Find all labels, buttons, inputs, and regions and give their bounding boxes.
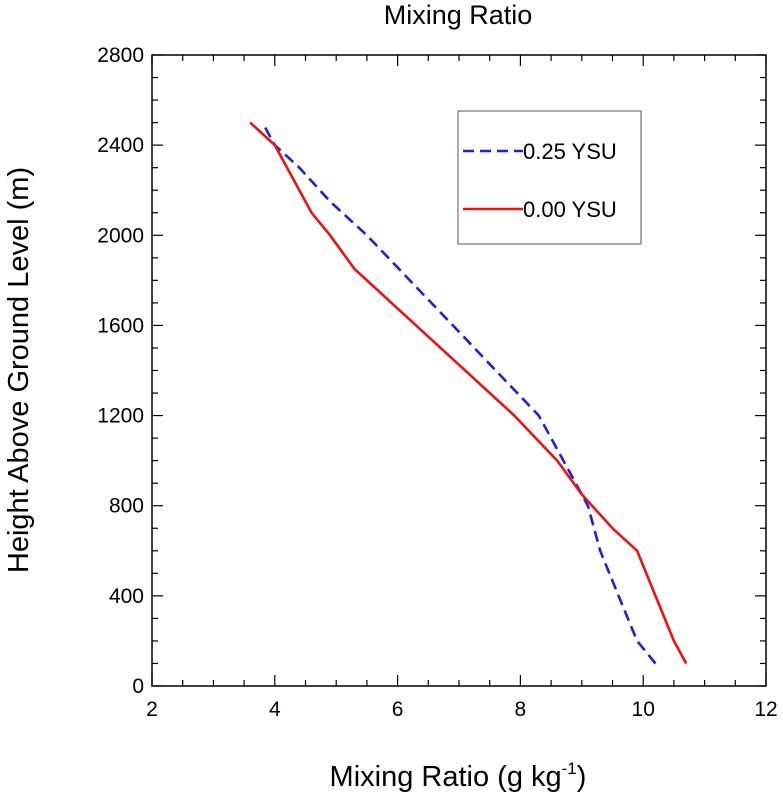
- y-tick-label: 2400: [97, 134, 144, 157]
- x-tick-label: 2: [146, 698, 158, 721]
- y-tick-label: 1200: [97, 405, 144, 428]
- series-layer: [249, 121, 688, 665]
- x-tick-label: 8: [515, 698, 527, 721]
- legend-label-0-25-ysu: 0.25 YSU: [523, 139, 617, 164]
- y-axis-label: Height Above Ground Level (m): [3, 167, 35, 573]
- axis-ticks: [151, 54, 767, 687]
- axis-tick-labels: 2 4 6 8 10 12 0 400 800 1200 1600 2000 2400 2800: [97, 44, 777, 721]
- x-axis-label-tail: ): [577, 761, 587, 793]
- legend-box: [457, 110, 642, 245]
- legend: 0.25 YSU 0.00 YSU: [457, 110, 642, 245]
- legend-label-0-00-ysu: 0.00 YSU: [523, 197, 617, 222]
- y-tick-label: 2000: [97, 224, 144, 247]
- x-axis-label-main: Mixing Ratio (g kg: [330, 761, 562, 793]
- y-tick-label: 400: [109, 585, 144, 608]
- y-tick-label: 800: [109, 495, 144, 518]
- x-tick-label: 4: [269, 698, 281, 721]
- chart-title: Mixing Ratio: [384, 0, 533, 30]
- x-tick-label: 12: [754, 698, 777, 721]
- x-axis-label-superscript: -1: [562, 759, 577, 778]
- y-tick-label: 1600: [97, 314, 144, 337]
- y-tick-label: 2800: [97, 44, 144, 67]
- x-tick-label: 6: [392, 698, 404, 721]
- series-line-0-00-ysu: [249, 121, 688, 665]
- x-tick-label: 10: [632, 698, 655, 721]
- y-tick-label: 0: [132, 675, 144, 698]
- x-axis-label: Mixing Ratio (g kg-1): [330, 759, 587, 793]
- series-line-0-25-ysu: [261, 121, 657, 665]
